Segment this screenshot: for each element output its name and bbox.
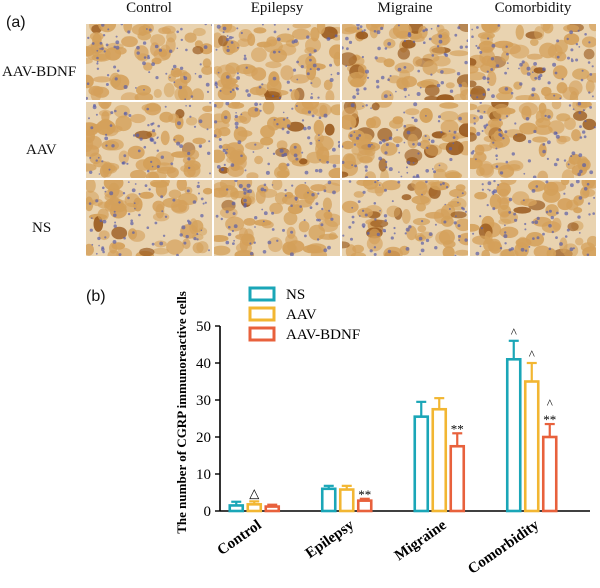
bar-aav-control <box>246 503 263 513</box>
panel-b-label: (b) <box>86 288 106 305</box>
legend-label-aav-bdnf: AAV-BDNF <box>286 327 360 343</box>
bar-aav-bdnf-comorbidity <box>541 435 558 513</box>
bar-aav-migraine <box>431 407 448 513</box>
micrograph-aav-bdnf-epilepsy <box>214 24 340 100</box>
column-header-epilepsy: Epilepsy <box>250 0 304 16</box>
significance-marker: ^ <box>511 325 517 340</box>
bar-aav-bdnf-epilepsy <box>356 499 373 513</box>
bar-aav-epilepsy <box>338 488 355 513</box>
significance-marker: △ <box>249 485 259 500</box>
micrograph-aav-control <box>86 102 212 178</box>
significance-marker: ** <box>451 421 464 436</box>
significance-marker: ^ <box>529 347 535 362</box>
bar-aav-bdnf-migraine <box>449 444 466 513</box>
micrograph-aav-migraine <box>342 102 468 178</box>
micrograph-aav-bdnf-control <box>86 24 212 100</box>
row-header-aav: AAV <box>26 142 57 158</box>
bar-ns-migraine <box>413 415 430 513</box>
bar-ns-comorbidity <box>505 358 522 513</box>
row-header-aav-bdnf: AAV-BDNF <box>2 64 77 80</box>
significance-marker: ** <box>543 412 556 427</box>
y-tick-label: 20 <box>196 430 211 446</box>
bar-ns-control <box>228 504 245 513</box>
bar-chart: 0 10 20 30 40 50 The number of CGRP immunoreac… <box>174 286 590 578</box>
micrograph-aav-epilepsy <box>214 102 340 178</box>
column-header-control: Control <box>126 0 172 16</box>
x-tick-label: Comorbidity <box>465 517 542 578</box>
y-tick-label: 10 <box>196 467 211 483</box>
legend-label-aav: AAV <box>286 307 317 323</box>
micrograph-ns-epilepsy <box>214 180 340 256</box>
x-tick-label: Migraine <box>392 517 450 564</box>
panel-a-label: (a) <box>6 14 26 31</box>
bar-aav-comorbidity <box>523 380 540 513</box>
bar-aav-bdnf-control <box>264 505 281 513</box>
column-header-comorbidity: Comorbidity <box>494 0 572 16</box>
significance-marker: ^ <box>547 396 553 411</box>
y-tick-label: 30 <box>196 393 211 409</box>
row-header-ns: NS <box>32 220 52 236</box>
y-tick-label: 0 <box>204 504 212 520</box>
micrograph-aav-comorbidity <box>470 102 596 178</box>
micrograph-ns-migraine <box>342 180 468 256</box>
x-tick-label: Epilepsy <box>303 517 358 562</box>
bar-ns-epilepsy <box>320 487 337 513</box>
legend-label-ns: NS <box>286 287 305 303</box>
y-tick-label: 40 <box>196 356 211 372</box>
y-tick-label: 50 <box>196 319 211 335</box>
y-axis-label: The number of CGRP immunoreactive cells <box>174 291 189 534</box>
micrograph-ns-control <box>86 180 212 256</box>
x-tick-label: Control <box>215 517 265 559</box>
legend-swatch-aav-bdnf <box>248 326 276 342</box>
significance-marker: ** <box>358 487 371 502</box>
legend-swatch-ns <box>248 286 276 302</box>
micrograph-aav-bdnf-migraine <box>342 24 468 100</box>
legend-swatch-aav <box>248 306 276 322</box>
column-header-migraine: Migraine <box>377 0 433 16</box>
micrograph-ns-comorbidity <box>470 180 596 256</box>
micrograph-aav-bdnf-comorbidity <box>470 24 596 100</box>
